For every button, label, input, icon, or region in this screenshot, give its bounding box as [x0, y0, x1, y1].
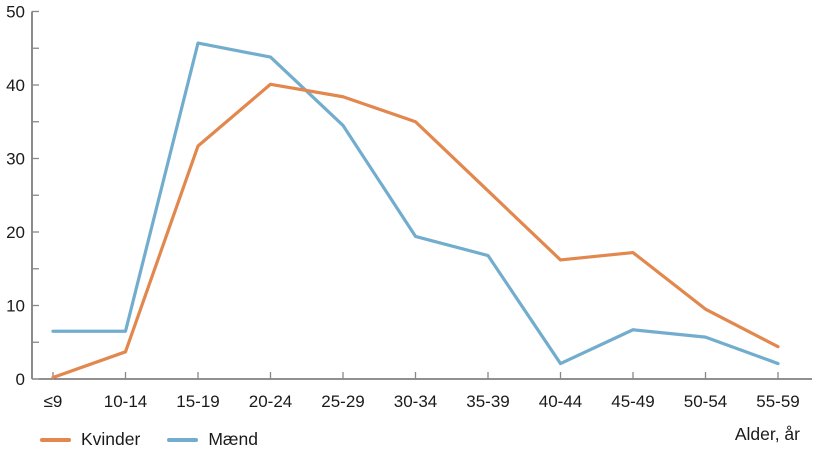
legend: Kvinder Mænd	[40, 429, 258, 449]
x-tick-label: 55-59	[756, 392, 799, 411]
y-tick-label: 20	[6, 223, 25, 242]
legend-item-kvinder: Kvinder	[40, 429, 141, 449]
kvinder-line-swatch-icon	[40, 437, 71, 442]
x-tick-label: 10-14	[104, 392, 147, 411]
x-axis-label: Alder, år	[734, 424, 800, 444]
legend-item-maend: Mænd	[167, 429, 258, 449]
x-tick-label: 45-49	[611, 392, 654, 411]
y-tick-labels: 0 10 20 30 40 50	[6, 3, 25, 390]
x-tick-label: 35-39	[466, 392, 509, 411]
legend-label-maend: Mænd	[208, 429, 258, 449]
x-tick-label: 20-24	[249, 392, 292, 411]
x-ticks	[52, 372, 779, 379]
legend-label-kvinder: Kvinder	[81, 429, 141, 449]
x-tick-label: 40-44	[539, 392, 582, 411]
y-ticks	[32, 10, 39, 380]
y-tick-label: 50	[6, 3, 25, 22]
maend-line-swatch-icon	[167, 437, 199, 442]
y-tick-label: 10	[6, 297, 25, 316]
axes	[31, 11, 812, 380]
x-tick-label: 30-34	[394, 392, 437, 411]
y-tick-label: 0	[16, 370, 25, 389]
y-tick-label: 30	[6, 150, 25, 169]
x-tick-label: ≤9	[44, 392, 63, 411]
series-line-m-nd	[51, 41, 780, 366]
x-tick-label: 50-54	[684, 392, 727, 411]
x-tick-labels: ≤9 10-14 15-19 20-24 25-29 30-34 35-39 40-44 45-…	[44, 392, 800, 411]
series-line-kvinder	[51, 82, 780, 380]
y-tick-label: 40	[6, 76, 25, 95]
x-tick-label: 15-19	[176, 392, 219, 411]
x-tick-label: 25-29	[321, 392, 364, 411]
